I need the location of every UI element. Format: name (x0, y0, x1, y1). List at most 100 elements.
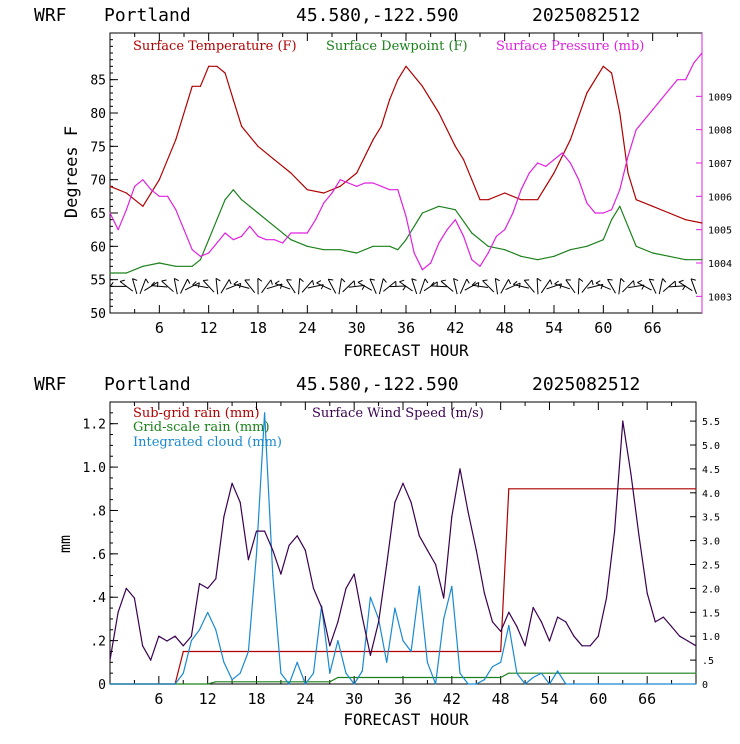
point-surface-temperature-f (290, 172, 291, 173)
wind-barb-staff (262, 280, 271, 293)
point-surface-temperature-f (225, 72, 226, 73)
x-tick-label-48: 48 (492, 690, 510, 708)
y2-tick-label-1004: 1004 (708, 259, 732, 270)
point-surface-dewpoint-f (455, 209, 456, 210)
point-surface-pressure-mb (323, 202, 324, 203)
point-surface-temperature-f (175, 139, 176, 140)
series-surface-temperature-f (110, 66, 702, 223)
panel-1-model: WRF (34, 5, 67, 26)
wind-barb-staff (472, 285, 488, 287)
point-surface-pressure-mb (225, 232, 226, 233)
wind-barb (608, 277, 619, 293)
y2-tick-label-1007: 1007 (708, 159, 732, 170)
wind-barb-staff (537, 278, 538, 294)
point-surface-pressure-mb (299, 232, 300, 233)
point-surface-pressure-mb (373, 182, 374, 183)
point-surface-temperature-f (627, 172, 628, 173)
point-sub-grid-rain-mm (183, 651, 184, 652)
point-surface-dewpoint-f (471, 232, 472, 233)
point-surface-pressure-mb (512, 212, 513, 213)
y-tick-label-75: 75 (90, 140, 106, 155)
point-surface-wind-speed-m-s (476, 550, 477, 551)
wind-barb (659, 279, 666, 295)
point-surface-temperature-f (241, 126, 242, 127)
point-surface-pressure-mb (603, 212, 604, 213)
point-surface-wind-speed-m-s (288, 545, 289, 546)
panel-1-coords: 45.580,-122.590 (296, 5, 459, 26)
wind-barb (258, 278, 262, 294)
point-surface-dewpoint-f (208, 239, 209, 240)
point-grid-scale-rain-mm (337, 677, 338, 678)
wind-barb-staff (596, 283, 611, 289)
point-surface-pressure-mb (455, 219, 456, 220)
point-surface-pressure-mb (504, 229, 505, 230)
point-integrated-cloud-mm (272, 575, 273, 576)
point-surface-temperature-f (381, 126, 382, 127)
point-surface-pressure-mb (249, 226, 250, 227)
point-integrated-cloud-mm (223, 662, 224, 663)
point-surface-pressure-mb (685, 79, 686, 80)
x-tick-label-66: 66 (644, 319, 662, 337)
point-integrated-cloud-mm (345, 673, 346, 674)
point-surface-temperature-f (159, 179, 160, 180)
point-surface-pressure-mb (595, 212, 596, 213)
x-tick-label-36: 36 (397, 319, 415, 337)
point-surface-wind-speed-m-s (687, 640, 688, 641)
point-surface-temperature-f (521, 199, 522, 200)
point-surface-dewpoint-f (570, 249, 571, 250)
point-surface-pressure-mb (414, 252, 415, 253)
point-integrated-cloud-mm (459, 673, 460, 674)
point-surface-dewpoint-f (249, 206, 250, 207)
point-surface-dewpoint-f (488, 246, 489, 247)
x-tick-label-24: 24 (296, 690, 314, 708)
panel-1-legend: Surface Temperature (F) Surface Dewpoint… (133, 39, 644, 54)
point-surface-wind-speed-m-s (272, 550, 273, 551)
point-surface-temperature-f (397, 79, 398, 80)
x-tick-label-6: 6 (155, 319, 164, 337)
point-grid-scale-rain-mm (695, 673, 696, 674)
point-grid-scale-rain-mm (500, 677, 501, 678)
point-surface-dewpoint-f (225, 199, 226, 200)
point-surface-dewpoint-f (356, 252, 357, 253)
point-surface-wind-speed-m-s (345, 588, 346, 589)
point-integrated-cloud-mm (215, 629, 216, 630)
point-surface-temperature-f (274, 159, 275, 160)
wind-barb-staff (546, 284, 561, 289)
y2-tick-label-1009: 1009 (708, 92, 732, 103)
point-integrated-cloud-mm (402, 640, 403, 641)
point-integrated-cloud-mm (256, 553, 257, 554)
wind-barb-staff (379, 279, 383, 295)
point-surface-wind-speed-m-s (451, 516, 452, 517)
point-surface-dewpoint-f (192, 266, 193, 267)
y-tick-label-0: 0 (98, 678, 106, 693)
point-surface-temperature-f (669, 212, 670, 213)
wind-barb (460, 279, 470, 295)
wind-barb-staff (637, 283, 651, 291)
wind-barb-staff (582, 280, 592, 292)
point-surface-temperature-f (488, 199, 489, 200)
point-surface-wind-speed-m-s (590, 645, 591, 646)
point-surface-dewpoint-f (652, 252, 653, 253)
point-integrated-cloud-mm (280, 673, 281, 674)
point-surface-pressure-mb (175, 209, 176, 210)
x-tick-label-12: 12 (199, 690, 217, 708)
x-tick-label-54: 54 (545, 319, 563, 337)
wind-barb-staff (245, 280, 255, 293)
point-surface-temperature-f (570, 139, 571, 140)
wind-barb-staff (566, 280, 575, 293)
point-surface-pressure-mb (422, 269, 423, 270)
y2-tick-label-5-0: 5.0 (702, 441, 720, 452)
wind-barb-staff (541, 280, 550, 293)
point-surface-temperature-f (389, 99, 390, 100)
wind-barb-staff (501, 279, 509, 293)
panel-2-location: Portland (104, 374, 191, 395)
wind-barb-staff (203, 280, 214, 292)
point-surface-wind-speed-m-s (484, 593, 485, 594)
wind-barb (596, 280, 612, 290)
point-surface-dewpoint-f (340, 249, 341, 250)
point-surface-temperature-f (611, 72, 612, 73)
legend-grid-scale-rain: Grid-scale rain (mm) (133, 420, 270, 435)
point-surface-wind-speed-m-s (459, 468, 460, 469)
point-surface-wind-speed-m-s (679, 636, 680, 637)
series-surface-pressure-mb (110, 53, 702, 270)
